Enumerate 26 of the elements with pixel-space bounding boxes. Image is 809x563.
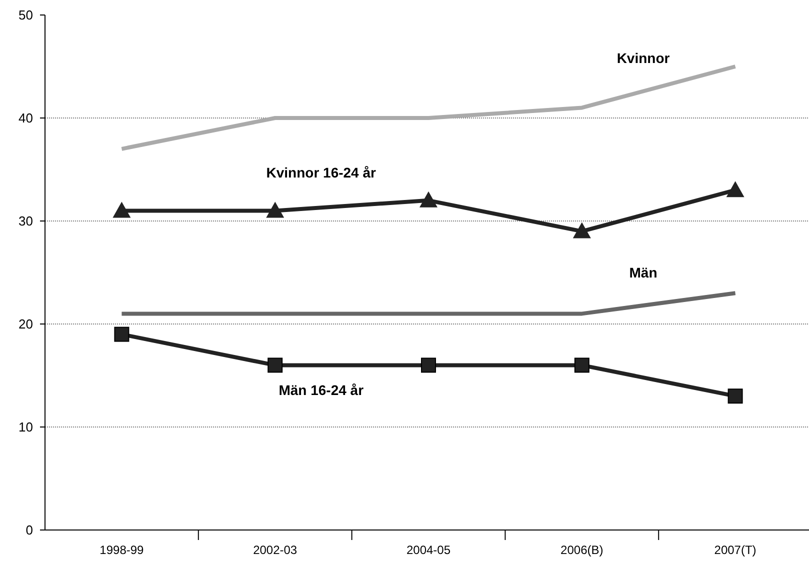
y-tick-label: 0 xyxy=(26,522,33,538)
y-tick-label: 40 xyxy=(18,110,33,126)
line-series xyxy=(120,64,738,151)
series-label: Män 16-24 år xyxy=(278,382,364,398)
x-tick-label: 2002-03 xyxy=(253,543,298,557)
point xyxy=(114,326,130,342)
y-tick-label: 30 xyxy=(18,214,33,229)
point xyxy=(726,181,744,198)
x-tick-label: 2004-05 xyxy=(406,543,451,557)
x-tick-label: 1998-99 xyxy=(100,543,144,557)
point xyxy=(268,358,283,373)
y-tick-label: 10 xyxy=(18,420,33,435)
point xyxy=(421,358,436,373)
point xyxy=(574,358,590,373)
point xyxy=(266,202,284,218)
point xyxy=(728,388,743,404)
point xyxy=(572,222,591,238)
y-tick-label: 20 xyxy=(18,316,33,332)
x-tick-label: 2006(B) xyxy=(560,543,604,557)
point xyxy=(112,202,131,218)
series-label: Kvinnor 16-24 år xyxy=(266,164,377,181)
series-label: Män xyxy=(629,264,658,280)
y-tick-label: 50 xyxy=(18,8,33,23)
point xyxy=(420,191,438,208)
x-tick-label: 2007(T) xyxy=(714,543,756,557)
series-label: Kvinnor xyxy=(616,50,670,66)
